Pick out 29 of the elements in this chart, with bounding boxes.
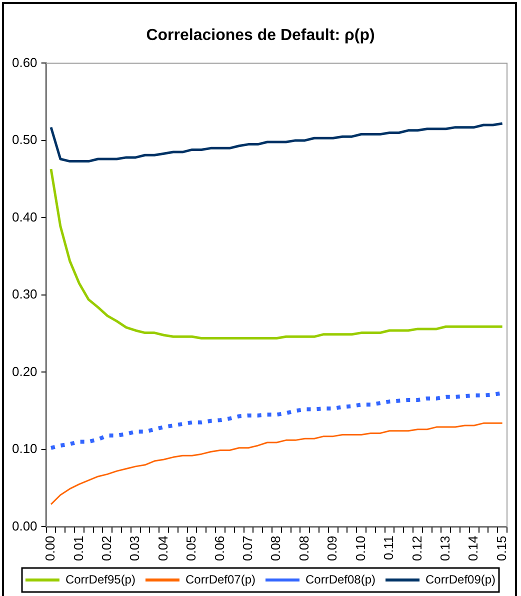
x-tick-label: 0.02 xyxy=(98,536,114,562)
x-tick-label: 0.08 xyxy=(296,536,312,562)
y-tick-label: 0.40 xyxy=(12,209,38,224)
y-tick-label: 0.10 xyxy=(12,441,38,456)
x-tick-label: 0.04 xyxy=(155,536,170,562)
y-tick-label: 0.20 xyxy=(12,364,38,379)
x-tick-label: 0.09 xyxy=(324,536,340,562)
x-tick-label: 0.07 xyxy=(240,536,256,562)
y-tick-label: 0.00 xyxy=(12,518,38,534)
chart-title: Correlaciones de Default: ρ(p) xyxy=(146,27,375,44)
x-tick-label: 0.05 xyxy=(184,536,199,562)
x-tick-label: 0.10 xyxy=(352,536,368,562)
x-tick-label: 0.03 xyxy=(127,536,142,562)
legend-label: CorrDef09(p) xyxy=(426,572,496,586)
y-tick-label: 0.50 xyxy=(12,132,38,148)
legend-label: CorrDef95(p) xyxy=(65,572,136,586)
x-tick-label: 0.08 xyxy=(268,536,284,562)
x-tick-label: 0.06 xyxy=(212,536,227,562)
x-tick-label: 0.15 xyxy=(494,536,509,562)
y-tick-label: 0.60 xyxy=(12,54,38,70)
x-tick-label: 0.00 xyxy=(42,536,58,562)
legend-label: CorrDef07(p) xyxy=(185,572,256,586)
x-tick-label: 0.12 xyxy=(409,536,424,562)
x-tick-label: 0.01 xyxy=(70,536,86,562)
x-tick-label: 0.14 xyxy=(466,536,481,562)
y-tick-label: 0.30 xyxy=(12,286,38,302)
legend-label: CorrDef08(p) xyxy=(306,572,376,586)
x-tick-label: 0.13 xyxy=(437,536,452,562)
x-tick-label: 0.11 xyxy=(381,536,396,560)
